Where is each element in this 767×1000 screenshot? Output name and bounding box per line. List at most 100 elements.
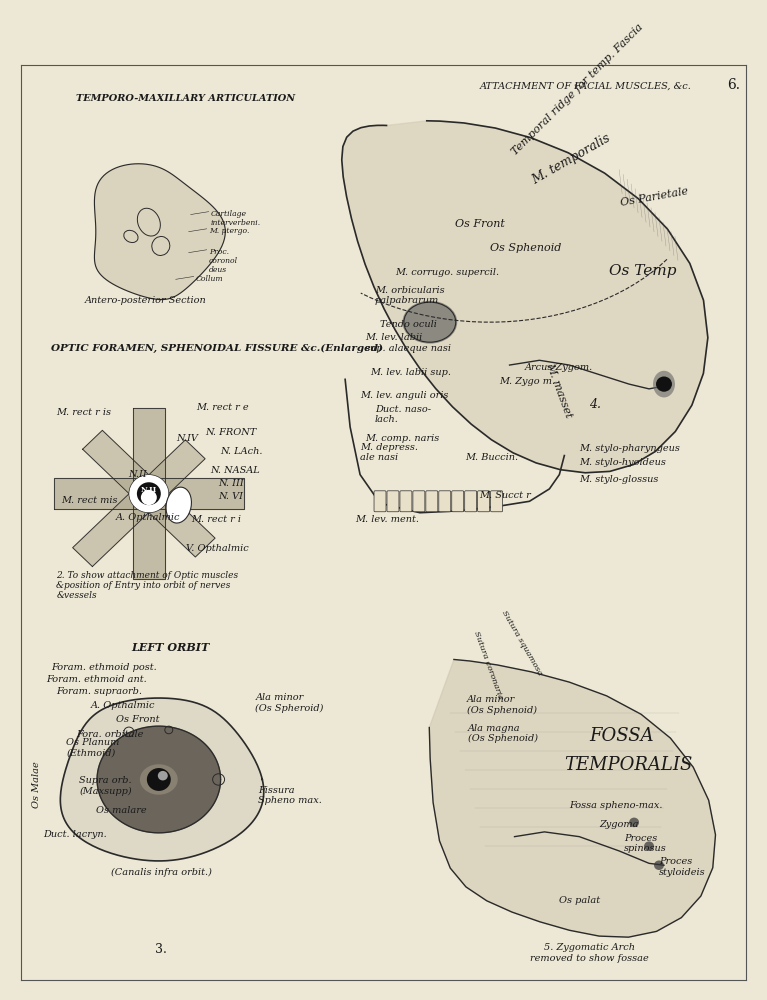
Text: 3.: 3.: [155, 943, 166, 956]
Text: M. rect mis: M. rect mis: [61, 496, 117, 505]
Text: N. FRONT: N. FRONT: [206, 428, 257, 437]
Text: M. stylo-pharyngeus: M. stylo-pharyngeus: [579, 444, 680, 453]
Text: FOSSA: FOSSA: [589, 727, 654, 745]
Text: M. lev. labii sup.: M. lev. labii sup.: [370, 368, 451, 377]
Text: Proc.
coronol
deus: Proc. coronol deus: [209, 248, 238, 274]
FancyBboxPatch shape: [374, 491, 386, 512]
Text: M. orbicularis
palpabrarum: M. orbicularis palpabrarum: [375, 286, 445, 305]
Text: Supra orb.
(Maxsupp): Supra orb. (Maxsupp): [79, 776, 132, 796]
FancyBboxPatch shape: [478, 491, 489, 512]
Text: Fossa spheno-max.: Fossa spheno-max.: [569, 801, 663, 810]
Ellipse shape: [166, 487, 192, 523]
Text: N.IV: N.IV: [176, 434, 198, 443]
Circle shape: [137, 482, 161, 505]
Text: Sutura squamosa: Sutura squamosa: [499, 609, 543, 677]
FancyBboxPatch shape: [413, 491, 425, 512]
Text: M. masset: M. masset: [545, 361, 574, 419]
Text: M. stylo-glossus: M. stylo-glossus: [579, 475, 659, 484]
Text: M. Succt r: M. Succt r: [479, 491, 532, 500]
Text: Tendo oculi: Tendo oculi: [380, 320, 437, 329]
Text: 5. Zygomatic Arch
removed to show fossae: 5. Zygomatic Arch removed to show fossae: [530, 943, 649, 963]
Text: M. rect r is: M. rect r is: [56, 408, 111, 417]
Text: Os Temp: Os Temp: [609, 264, 676, 278]
Text: Arcus Zygom.: Arcus Zygom.: [525, 363, 593, 372]
Text: ATTACHMENT OF FACIAL MUSCLES, &c.: ATTACHMENT OF FACIAL MUSCLES, &c.: [479, 82, 692, 91]
Text: LEFT ORBIT: LEFT ORBIT: [131, 642, 209, 653]
Polygon shape: [97, 726, 221, 833]
Text: Os palat: Os palat: [559, 896, 601, 905]
Text: 4.: 4.: [589, 398, 601, 411]
Text: (Canalis infra orbit.): (Canalis infra orbit.): [111, 868, 212, 877]
Circle shape: [129, 475, 169, 513]
Text: Os malare: Os malare: [96, 806, 146, 815]
Circle shape: [644, 841, 654, 851]
Text: Duct. lacryn.: Duct. lacryn.: [43, 830, 107, 839]
Ellipse shape: [653, 371, 675, 397]
Text: Ala magna
(Os Sphenoid): Ala magna (Os Sphenoid): [468, 724, 538, 743]
FancyBboxPatch shape: [387, 491, 399, 512]
Text: 6.: 6.: [727, 78, 740, 92]
Text: OPTIC FORAMEN, SPHENOIDAL FISSURE &c.(Enlarged): OPTIC FORAMEN, SPHENOIDAL FISSURE &c.(En…: [51, 344, 383, 353]
Text: M. comp. naris: M. comp. naris: [365, 434, 439, 443]
Polygon shape: [94, 164, 225, 300]
Text: Cartilage
interverbeni.: Cartilage interverbeni.: [211, 210, 261, 227]
Text: Ala minor
(Os Spheroid): Ala minor (Os Spheroid): [255, 693, 324, 713]
Text: Proces
spinosus: Proces spinosus: [624, 834, 667, 853]
Text: A. Opthalmic: A. Opthalmic: [91, 701, 156, 710]
Polygon shape: [73, 440, 205, 567]
Text: Proces
styloideis: Proces styloideis: [659, 857, 706, 877]
FancyBboxPatch shape: [452, 491, 464, 512]
Text: M. stylo-hyoideus: M. stylo-hyoideus: [579, 458, 667, 467]
Text: Collum: Collum: [196, 275, 223, 283]
Text: A. Opthalmic: A. Opthalmic: [116, 513, 180, 522]
FancyBboxPatch shape: [400, 491, 412, 512]
Circle shape: [654, 860, 664, 870]
Text: M. lev. ment.: M. lev. ment.: [355, 515, 419, 524]
Text: M. Zygo m.: M. Zygo m.: [499, 377, 556, 386]
Ellipse shape: [403, 301, 457, 344]
Text: M. rect r e: M. rect r e: [196, 403, 249, 412]
Text: N. VI: N. VI: [219, 492, 244, 501]
Text: TEMPORO-MAXILLARY ARTICULATION: TEMPORO-MAXILLARY ARTICULATION: [76, 94, 295, 103]
FancyBboxPatch shape: [439, 491, 451, 512]
Text: M. ptergo.: M. ptergo.: [209, 227, 249, 235]
Circle shape: [146, 768, 171, 791]
Text: Temporal ridge for temp. Fascia: Temporal ridge for temp. Fascia: [509, 22, 644, 157]
Text: TEMPORALIS: TEMPORALIS: [565, 756, 693, 774]
Polygon shape: [430, 659, 716, 937]
Text: Os Front: Os Front: [116, 715, 160, 724]
Text: M. depress.
ale nasi: M. depress. ale nasi: [360, 443, 418, 462]
Circle shape: [158, 771, 168, 780]
Text: N. NASAL: N. NASAL: [211, 466, 260, 475]
Text: Os Planum
(Ethmoid): Os Planum (Ethmoid): [66, 738, 120, 758]
Polygon shape: [83, 430, 215, 557]
Text: Foram. ethmoid post.: Foram. ethmoid post.: [51, 663, 157, 672]
Text: N.II: N.II: [141, 486, 157, 494]
Ellipse shape: [140, 764, 178, 795]
Circle shape: [629, 818, 639, 827]
Text: Os Front: Os Front: [455, 219, 505, 229]
Text: Antero-posterior Section: Antero-posterior Section: [85, 296, 207, 305]
Text: Os Sphenoid: Os Sphenoid: [489, 243, 561, 253]
Text: Fissura
Spheno max.: Fissura Spheno max.: [258, 786, 322, 805]
Polygon shape: [133, 408, 165, 579]
Text: M. lev. anguli oris: M. lev. anguli oris: [360, 391, 449, 400]
Text: M. Buccin.: M. Buccin.: [465, 453, 518, 462]
Text: Fora. orbitale: Fora. orbitale: [76, 730, 143, 739]
Polygon shape: [54, 478, 243, 509]
Text: N. LAch.: N. LAch.: [221, 447, 263, 456]
Polygon shape: [61, 698, 264, 861]
Text: M. lev. labii
sup. alaeque nasi: M. lev. labii sup. alaeque nasi: [365, 333, 451, 353]
Circle shape: [141, 490, 156, 505]
Text: M. temporalis: M. temporalis: [529, 132, 613, 187]
Text: Foram. supraorb.: Foram. supraorb.: [56, 687, 142, 696]
Text: N. III: N. III: [219, 479, 245, 488]
Text: M. corrugo. supercil.: M. corrugo. supercil.: [395, 268, 499, 277]
Text: Os Malae: Os Malae: [31, 761, 41, 808]
Text: Zygoma: Zygoma: [599, 820, 639, 829]
Polygon shape: [342, 121, 708, 473]
FancyBboxPatch shape: [426, 491, 438, 512]
Text: M. rect r i: M. rect r i: [191, 515, 241, 524]
Text: 2. To show attachment of Optic muscles
&position of Entry into orbit of nerves
&: 2. To show attachment of Optic muscles &…: [56, 571, 239, 600]
FancyBboxPatch shape: [465, 491, 476, 512]
